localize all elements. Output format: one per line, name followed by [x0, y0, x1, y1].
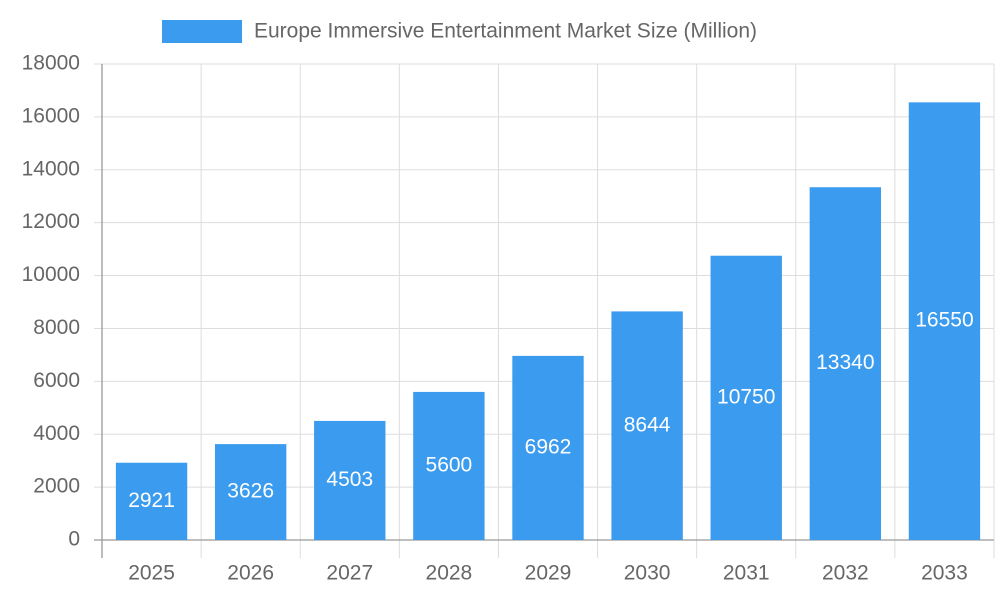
bar	[314, 420, 386, 540]
x-tick-label: 2028	[426, 562, 473, 585]
x-tick-label: 2026	[227, 562, 274, 585]
bar	[214, 444, 287, 540]
data-label: 16550	[915, 309, 973, 332]
x-tick-label: 2032	[822, 562, 869, 585]
y-tick-label: 6000	[33, 369, 80, 392]
data-label: 8644	[624, 413, 671, 436]
y-tick-label: 18000	[22, 52, 80, 75]
legend-label: Europe Immersive Entertainment Market Si…	[254, 20, 757, 43]
x-tick-label: 2027	[326, 562, 373, 585]
x-tick-label: 2025	[128, 562, 175, 585]
legend-swatch	[162, 20, 242, 43]
bar	[512, 355, 584, 540]
y-tick-label: 10000	[22, 263, 80, 286]
y-tick-label: 14000	[22, 157, 80, 180]
x-tick-label: 2029	[525, 562, 572, 585]
data-label: 6962	[525, 435, 572, 458]
data-label: 10750	[717, 385, 775, 408]
bar	[710, 255, 782, 540]
data-label: 4503	[326, 468, 373, 491]
bar	[115, 462, 188, 540]
x-tick-label: 2031	[723, 562, 770, 585]
y-tick-label: 8000	[33, 316, 80, 339]
y-tick-label: 2000	[33, 475, 80, 498]
data-label: 3626	[227, 480, 274, 503]
bar	[908, 102, 981, 540]
x-tick-label: 2030	[624, 562, 671, 585]
data-label: 5600	[426, 454, 473, 477]
y-tick-label: 0	[68, 528, 80, 551]
bar	[413, 391, 485, 540]
bar	[611, 311, 683, 540]
y-tick-label: 12000	[22, 210, 80, 233]
data-label: 13340	[816, 351, 874, 374]
y-tick-label: 4000	[33, 422, 80, 445]
x-tick-label: 2033	[921, 562, 968, 585]
data-label: 2921	[128, 489, 175, 512]
y-tick-label: 16000	[22, 104, 80, 127]
bar	[809, 187, 882, 540]
